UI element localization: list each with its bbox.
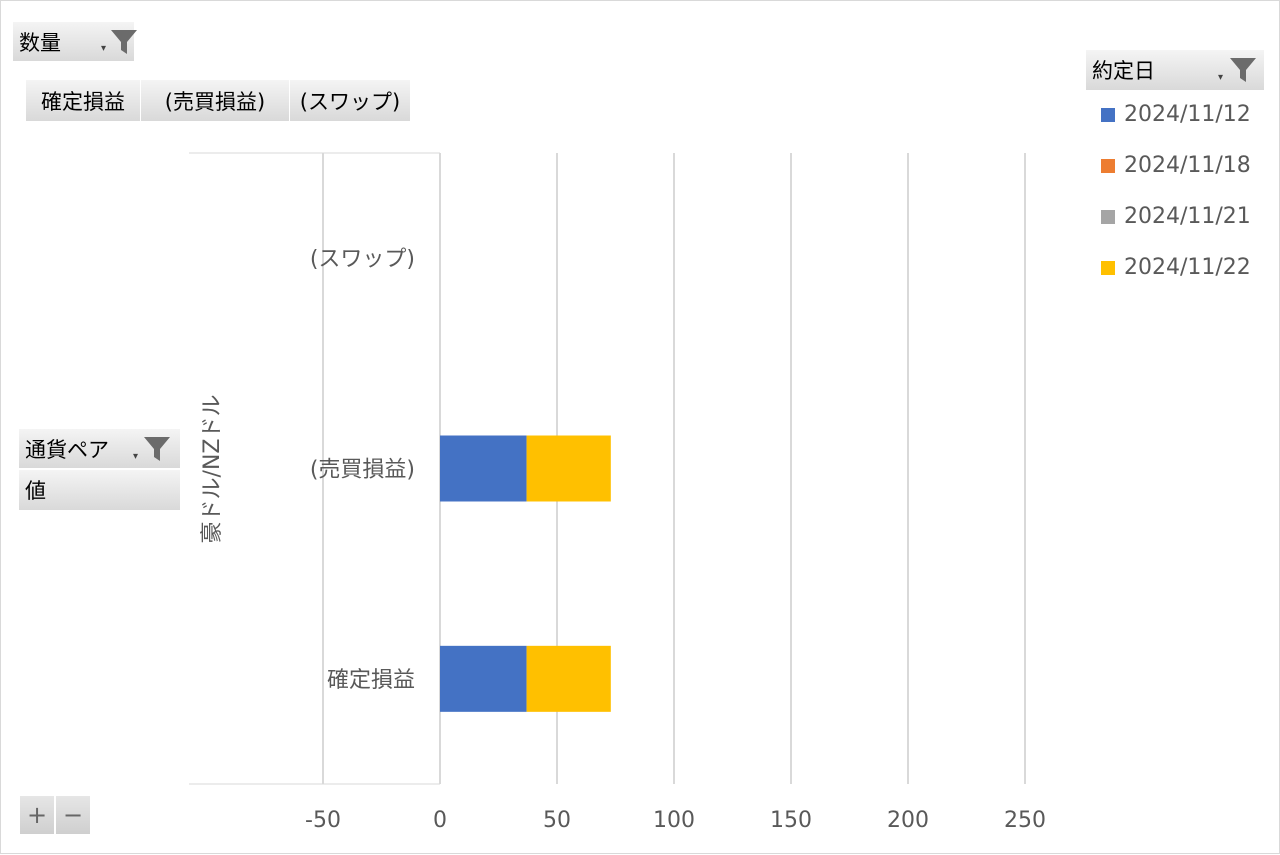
expand-field-button[interactable]: + [20,796,54,834]
field-button-realized[interactable]: 確定損益 [26,80,141,121]
field-button-label: 確定損益 [41,89,125,114]
filter-icon[interactable] [109,28,139,56]
dropdown-arrow-icon: ▾ [1218,72,1224,83]
x-tick-label: 100 [653,808,695,833]
category-label: (売買損益) [310,458,415,483]
filter-icon[interactable] [1228,56,1258,84]
field-button-swap[interactable]: (スワップ) [290,80,411,121]
dropdown-arrow-icon: ▾ [133,451,139,462]
values-field-button[interactable]: 値 [19,470,180,510]
x-tick-label: -50 [305,808,341,833]
collapse-field-button[interactable]: − [56,796,90,834]
legend-field-label: 約定日 [1092,59,1155,83]
legend-label: 2024/11/22 [1124,255,1251,280]
legend-item: 2024/11/12 [1101,102,1251,127]
category-group-label: 豪ドル/NZドル [200,395,225,544]
values-field-label: 値 [25,479,46,503]
x-tick-label: 50 [543,808,571,833]
axis-field-label: 通貨ペア [25,437,109,462]
legend-label: 2024/11/18 [1124,153,1251,178]
x-tick-label: 0 [433,808,447,833]
legend-item: 2024/11/18 [1101,153,1251,178]
x-tick-label: 250 [1004,808,1046,833]
x-tick-label: 200 [887,808,929,833]
category-label: (スワップ) [310,247,415,272]
legend-swatch [1101,209,1115,224]
legend-item: 2024/11/21 [1101,204,1251,229]
bar-segment [526,645,611,712]
legend-swatch [1101,158,1115,173]
bar-segment [440,645,527,712]
legend-field-button[interactable]: 約定日 ▾ [1086,50,1264,90]
field-button-label: (売買損益) [164,89,266,114]
legend-item: 2024/11/22 [1101,255,1251,280]
axis-field-button[interactable]: 通貨ペア ▾ [19,429,180,469]
legend-swatch [1101,260,1115,275]
field-button-trading[interactable]: (売買損益) [141,80,290,121]
dropdown-arrow-icon: ▾ [101,43,107,54]
x-tick-label: 150 [770,808,812,833]
value-field-button[interactable]: 数量 ▾ [13,22,137,61]
legend-label: 2024/11/21 [1124,204,1251,229]
category-label: 確定損益 [327,668,415,693]
field-button-label: (スワップ) [299,89,401,114]
bar-segment [526,435,611,502]
legend-swatch [1101,107,1115,122]
filter-icon[interactable] [142,435,172,463]
bar-segment [440,435,527,502]
legend-label: 2024/11/12 [1124,102,1251,127]
value-field-label: 数量 [19,30,61,55]
